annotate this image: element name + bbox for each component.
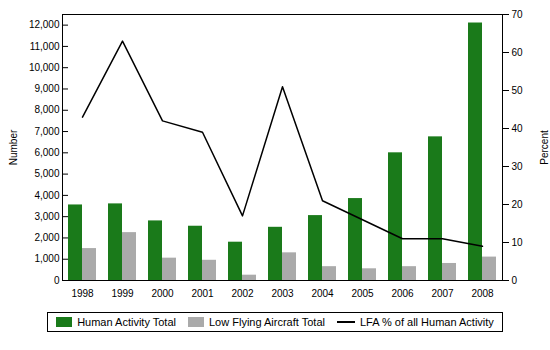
svg-text:2002: 2002 xyxy=(231,288,254,299)
svg-text:0: 0 xyxy=(54,275,60,286)
svg-text:2,000: 2,000 xyxy=(34,232,59,243)
svg-text:Percent: Percent xyxy=(539,130,550,165)
svg-text:20: 20 xyxy=(512,199,524,210)
svg-text:0: 0 xyxy=(512,275,518,286)
html-text:Low Flying Aircraft Total: Low Flying Aircraft Total xyxy=(209,316,325,328)
svg-text:1998: 1998 xyxy=(71,288,94,299)
svg-text:3,000: 3,000 xyxy=(34,211,59,222)
svg-text:Number: Number xyxy=(8,129,19,165)
svg-text:4,000: 4,000 xyxy=(34,190,59,201)
svg-text:2008: 2008 xyxy=(471,288,494,299)
svg-text:1,000: 1,000 xyxy=(34,253,59,264)
svg-text:60: 60 xyxy=(512,47,524,58)
svg-text:7,000: 7,000 xyxy=(34,126,59,137)
svg-text:50: 50 xyxy=(512,85,524,96)
svg-text:9,000: 9,000 xyxy=(34,83,59,94)
svg-text:2007: 2007 xyxy=(431,288,454,299)
svg-text:2003: 2003 xyxy=(271,288,294,299)
svg-text:10,000: 10,000 xyxy=(29,62,60,73)
svg-text:6,000: 6,000 xyxy=(34,147,59,158)
svg-text:30: 30 xyxy=(512,161,524,172)
svg-text:2004: 2004 xyxy=(311,288,334,299)
svg-text:2000: 2000 xyxy=(151,288,174,299)
svg-text:70: 70 xyxy=(512,9,524,20)
svg-text:11,000: 11,000 xyxy=(30,41,60,52)
svg-text:10: 10 xyxy=(512,237,524,248)
svg-text:1999: 1999 xyxy=(111,288,134,299)
svg-text:8,000: 8,000 xyxy=(34,104,59,115)
svg-text:40: 40 xyxy=(512,123,524,134)
html-text:LFA % of all Human Activity: LFA % of all Human Activity xyxy=(360,316,494,328)
svg-text:2001: 2001 xyxy=(191,288,214,299)
svg-text:12,000: 12,000 xyxy=(29,19,60,30)
svg-text:2005: 2005 xyxy=(351,288,374,299)
svg-text:2006: 2006 xyxy=(391,288,414,299)
html-text:Human Activity Total: Human Activity Total xyxy=(77,316,176,328)
svg-text:5,000: 5,000 xyxy=(34,168,59,179)
